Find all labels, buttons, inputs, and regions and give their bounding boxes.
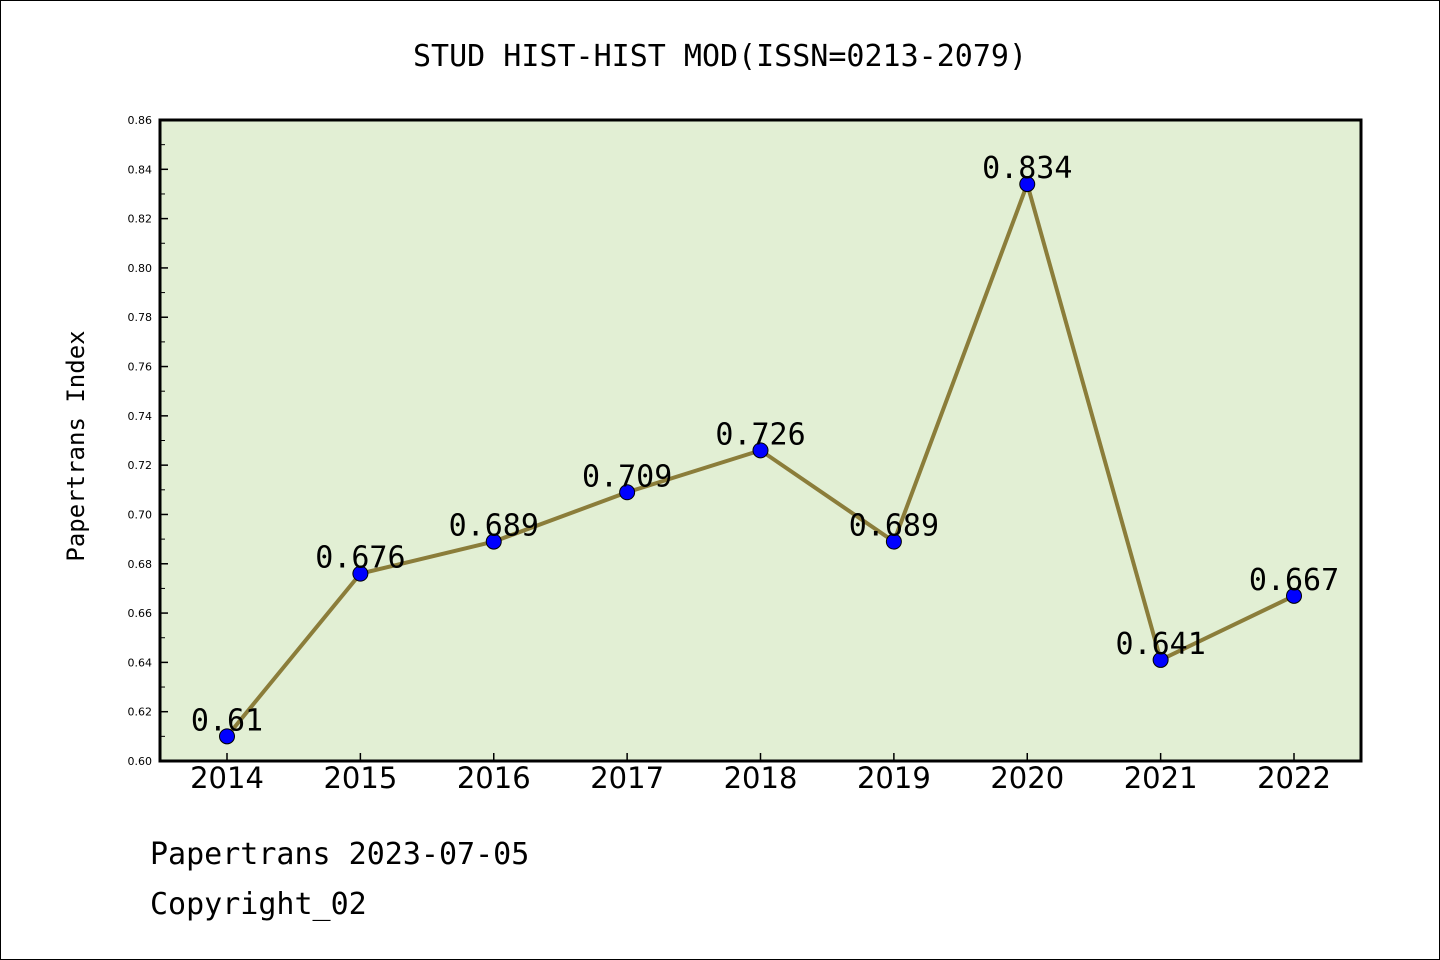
y-tick-label: 0.86: [128, 114, 153, 127]
x-tick-label: 2017: [590, 761, 664, 795]
x-tick-label: 2021: [1124, 761, 1198, 795]
data-point: [1152, 651, 1169, 668]
x-tick-label: 2019: [857, 761, 931, 795]
data-label: 0.641: [1115, 627, 1205, 662]
y-tick-label: 0.60: [128, 755, 153, 768]
series: [219, 176, 1302, 745]
footer-date: Papertrans 2023-07-05: [150, 837, 529, 872]
x-axis: 2014 2015 2016 2017 2018 2019 2020 2021 2022: [190, 753, 1331, 795]
data-label: 0.726: [715, 417, 805, 452]
data-label: 0.667: [1249, 563, 1339, 598]
x-tick-label: 2018: [724, 761, 798, 795]
data-point: [219, 728, 235, 745]
data-point: [1019, 176, 1036, 193]
y-tick-label: 0.62: [128, 706, 153, 719]
footer-copyright: Copyright_02: [150, 887, 367, 922]
data-label: 0.61: [191, 703, 263, 738]
data-label: 0.689: [449, 509, 539, 544]
data-label: 0.709: [582, 459, 672, 494]
x-tick-label: 2022: [1257, 761, 1331, 795]
y-axis-label: Papertrans Index: [62, 330, 90, 561]
x-tick-label: 2015: [323, 761, 397, 795]
y-tick-label: 0.68: [128, 558, 153, 571]
data-label: 0.676: [315, 541, 405, 576]
data-label: 0.689: [849, 509, 939, 544]
data-point: [1286, 587, 1302, 604]
y-tick-label: 0.78: [128, 311, 153, 324]
y-tick-label: 0.76: [128, 361, 153, 374]
data-point: [619, 484, 636, 501]
y-tick-label: 0.72: [128, 459, 153, 472]
y-tick-label: 0.64: [128, 656, 153, 669]
y-tick-label: 0.74: [128, 410, 153, 423]
y-tick-label: 0.70: [128, 508, 153, 521]
y-tick-label: 0.80: [128, 262, 153, 275]
data-point: [752, 442, 769, 459]
data-label: 0.834: [982, 151, 1072, 186]
chart-title: STUD HIST-HIST MOD(ISSN=0213-2079): [413, 39, 1027, 74]
x-tick-label: 2016: [457, 761, 531, 795]
data-point: [352, 565, 369, 582]
x-tick-label: 2014: [190, 761, 264, 795]
y-tick-label: 0.66: [128, 607, 153, 620]
data-point: [485, 533, 502, 550]
data-labels: 0.61 0.676 0.689 0.709 0.726 0.689 0.834 0.641 0…: [191, 151, 1339, 738]
y-axis: 0.60 0.62 0.64 0.66 0.68 0.70 0.72 0.74 0.76 0.78…: [128, 114, 168, 768]
y-tick-label: 0.82: [128, 213, 153, 226]
x-tick-label: 2020: [990, 761, 1064, 795]
data-point: [885, 533, 902, 550]
y-tick-label: 0.84: [128, 163, 153, 176]
